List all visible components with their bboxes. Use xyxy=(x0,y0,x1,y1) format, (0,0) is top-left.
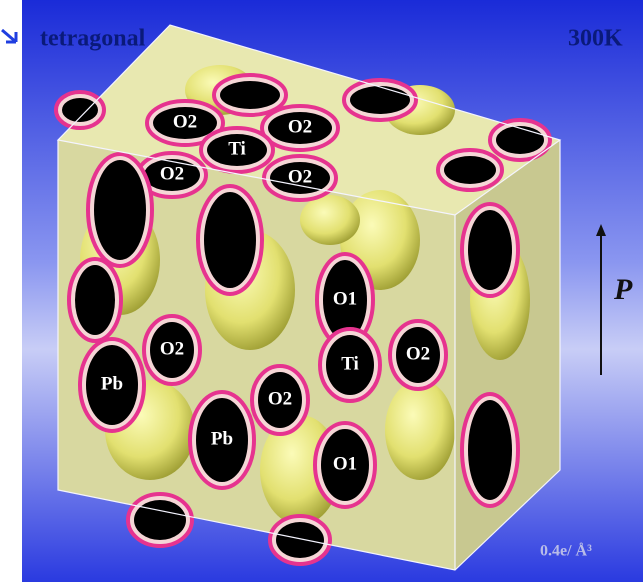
density-hole xyxy=(396,327,440,383)
density-hole xyxy=(75,265,115,335)
atom-label: O1 xyxy=(333,288,357,309)
pointer-arrow xyxy=(1,28,18,44)
atom-label: Ti xyxy=(341,353,359,374)
isosurface-blob xyxy=(385,380,455,480)
polarization-label: P xyxy=(613,273,633,306)
density-hole xyxy=(326,335,374,395)
atom-label: O2 xyxy=(406,343,430,364)
density-hole xyxy=(323,260,367,340)
atom-label: O2 xyxy=(160,163,184,184)
atom-label: O2 xyxy=(268,388,292,409)
density-hole xyxy=(153,107,217,139)
density-hole xyxy=(144,159,200,191)
isosurface-label: 0.4e/ Å³ xyxy=(540,542,592,560)
density-hole xyxy=(276,522,324,558)
temperature-label: 300K xyxy=(568,26,623,52)
atom-label: O2 xyxy=(288,166,312,187)
density-hole xyxy=(207,134,267,166)
density-hole xyxy=(321,429,369,501)
atom-label: Pb xyxy=(101,373,123,394)
cube-edges xyxy=(56,24,562,571)
atom-label: O2 xyxy=(160,338,184,359)
density-hole xyxy=(444,156,496,184)
atom-label: O2 xyxy=(288,116,312,137)
density-hole xyxy=(134,500,186,540)
density-hole xyxy=(268,112,332,144)
density-hole xyxy=(468,210,512,290)
charge-density xyxy=(54,65,552,566)
density-hole xyxy=(496,126,544,154)
density-hole xyxy=(270,162,330,194)
isosurface-blob xyxy=(300,195,360,245)
atom-label: O2 xyxy=(173,111,197,132)
density-hole xyxy=(86,345,138,425)
atom-labels: O2 O2 Ti O2 O2 O1 O2 Ti O2 Pb O2 Pb O1 xyxy=(100,110,431,475)
density-hole xyxy=(350,86,410,114)
polarization-arrowhead xyxy=(596,224,606,236)
atom-label: Ti xyxy=(228,138,246,159)
density-hole xyxy=(94,160,146,260)
density-hole xyxy=(150,322,194,378)
density-hole xyxy=(468,400,512,500)
density-hole xyxy=(196,398,248,482)
density-hole xyxy=(204,192,256,288)
phase-label: tetragonal xyxy=(40,26,146,52)
atom-label: Pb xyxy=(211,428,233,449)
density-hole xyxy=(220,81,280,109)
density-hole xyxy=(258,372,302,428)
atom-label: O1 xyxy=(333,453,357,474)
density-hole xyxy=(62,98,98,122)
